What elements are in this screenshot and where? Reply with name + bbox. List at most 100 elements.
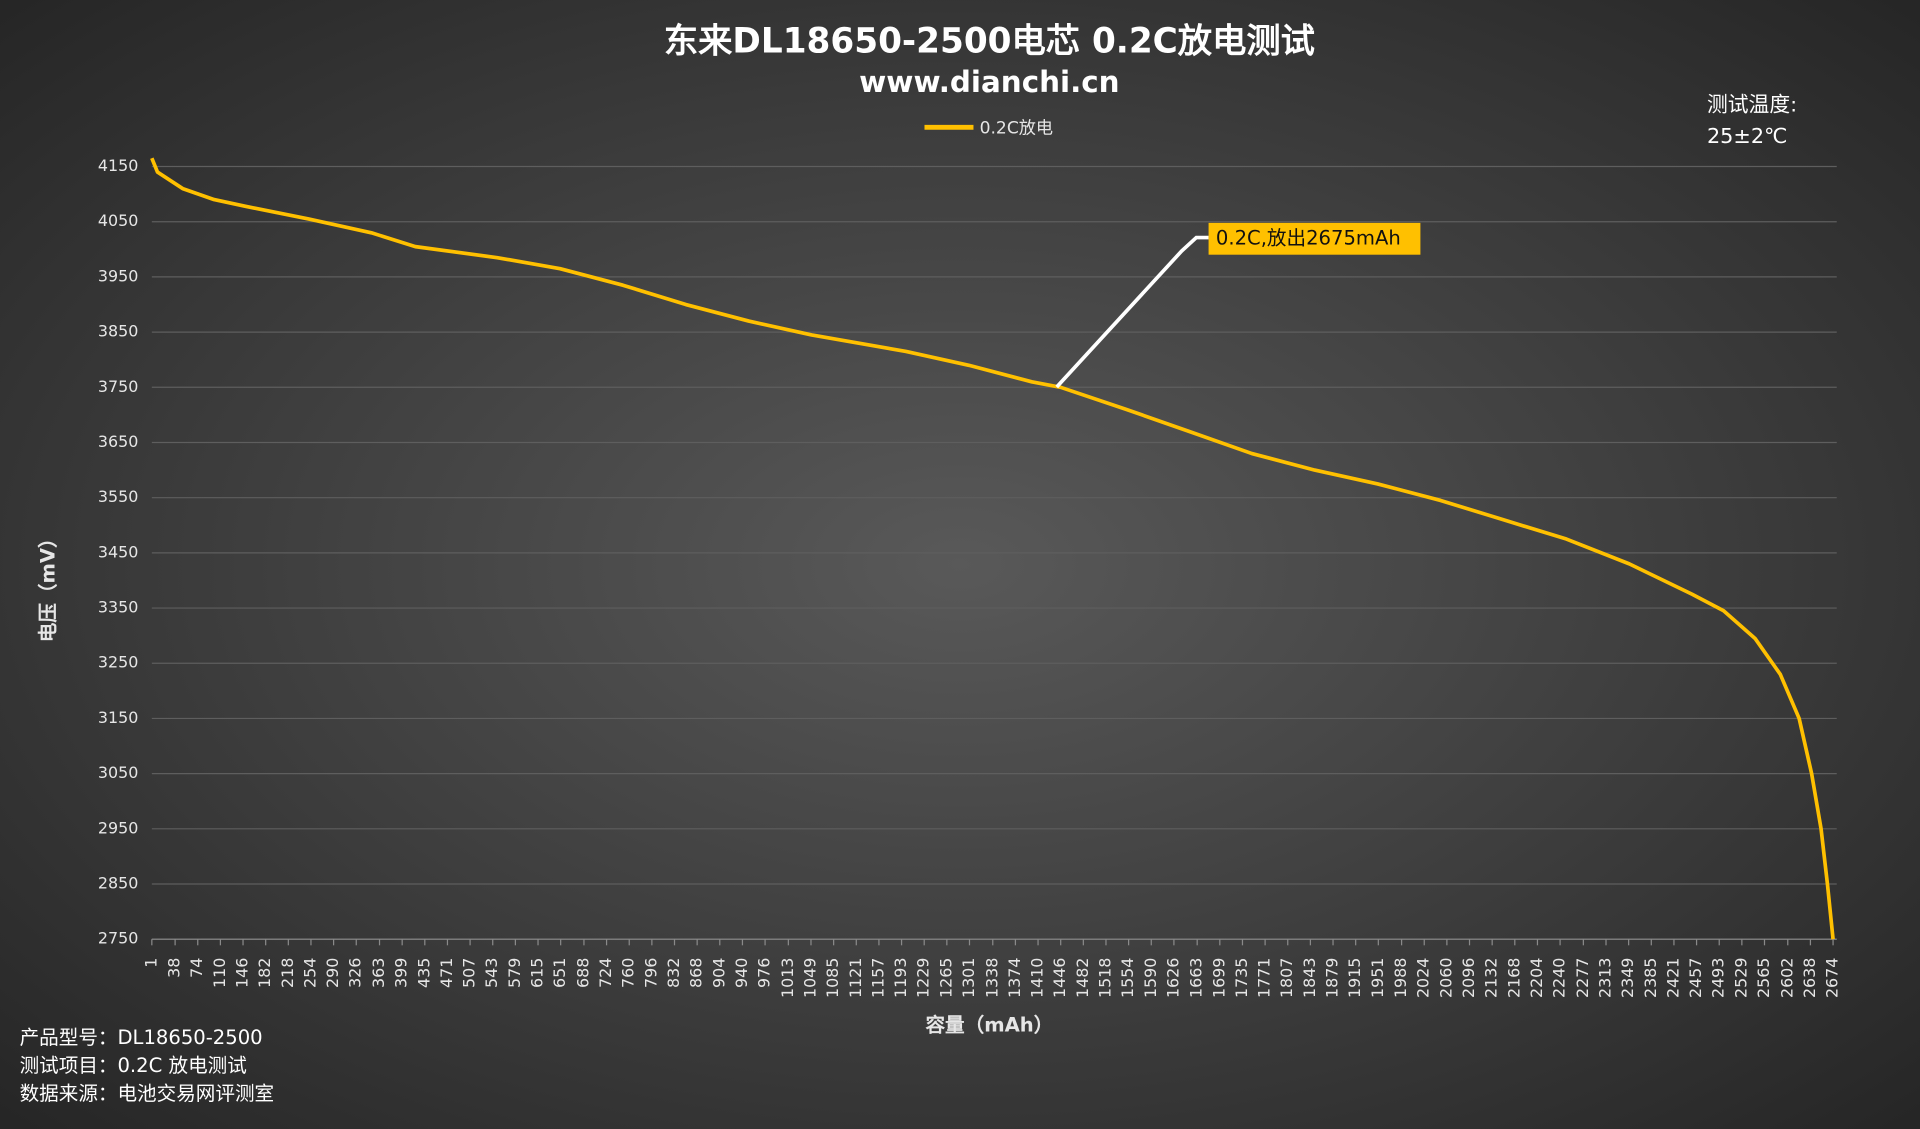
x-tick-label: 1771 bbox=[1255, 958, 1274, 998]
y-tick-label: 3450 bbox=[98, 542, 138, 561]
x-tick-label: 615 bbox=[528, 958, 547, 988]
x-tick-label: 1843 bbox=[1300, 958, 1319, 998]
x-tick-label: 1410 bbox=[1028, 958, 1047, 998]
y-tick-label: 4150 bbox=[98, 156, 138, 175]
x-tick-label: 2132 bbox=[1482, 958, 1501, 998]
x-tick-label: 1626 bbox=[1163, 958, 1182, 998]
temperature-label: 测试温度: bbox=[1707, 92, 1797, 116]
y-tick-label: 2850 bbox=[98, 874, 138, 893]
x-tick-label: 543 bbox=[482, 958, 501, 988]
x-tick-label: 1 bbox=[141, 958, 160, 968]
x-tick-label: 146 bbox=[233, 958, 252, 988]
footer-note: 产品型号：DL18650-2500 bbox=[20, 1026, 263, 1049]
x-tick-label: 38 bbox=[165, 958, 184, 978]
y-tick-label: 3850 bbox=[98, 322, 138, 341]
x-tick-label: 2602 bbox=[1777, 958, 1796, 998]
y-tick-label: 4050 bbox=[98, 211, 138, 230]
x-tick-label: 2529 bbox=[1731, 958, 1750, 998]
x-tick-label: 2096 bbox=[1459, 958, 1478, 998]
x-tick-label: 1446 bbox=[1050, 958, 1069, 998]
x-tick-label: 1590 bbox=[1141, 958, 1160, 998]
y-tick-label: 3250 bbox=[98, 653, 138, 672]
x-tick-label: 2457 bbox=[1686, 958, 1705, 998]
x-tick-label: 1951 bbox=[1368, 958, 1387, 998]
x-tick-label: 832 bbox=[664, 958, 683, 988]
x-tick-label: 2674 bbox=[1823, 958, 1842, 998]
x-tick-label: 110 bbox=[210, 958, 229, 988]
y-tick-label: 3050 bbox=[98, 763, 138, 782]
y-tick-label: 2950 bbox=[98, 818, 138, 837]
x-tick-label: 688 bbox=[573, 958, 592, 988]
x-tick-label: 254 bbox=[300, 958, 319, 988]
x-tick-label: 2168 bbox=[1504, 958, 1523, 998]
chart-title: 东来DL18650-2500电芯 0.2C放电测试 bbox=[664, 21, 1315, 61]
x-tick-label: 796 bbox=[641, 958, 660, 988]
x-tick-label: 1049 bbox=[800, 958, 819, 998]
y-tick-label: 3650 bbox=[98, 432, 138, 451]
x-tick-label: 2204 bbox=[1527, 958, 1546, 998]
x-tick-label: 1085 bbox=[823, 958, 842, 998]
y-tick-label: 3550 bbox=[98, 487, 138, 506]
y-tick-label: 3950 bbox=[98, 266, 138, 285]
x-tick-label: 724 bbox=[596, 958, 615, 988]
data-line bbox=[150, 157, 1835, 940]
x-tick-label: 1013 bbox=[778, 958, 797, 998]
annotation-leader bbox=[1055, 235, 1209, 389]
x-axis-label: 容量（mAh） bbox=[925, 1014, 1053, 1037]
x-tick-label: 218 bbox=[278, 958, 297, 988]
legend-label: 0.2C放电 bbox=[980, 119, 1053, 139]
x-tick-label: 940 bbox=[732, 958, 751, 988]
x-tick-label: 2024 bbox=[1414, 958, 1433, 998]
x-tick-label: 1807 bbox=[1277, 958, 1296, 998]
annotation-text: 0.2C,放出2675mAh bbox=[1216, 226, 1401, 249]
x-tick-label: 1915 bbox=[1345, 958, 1364, 998]
x-tick-label: 1482 bbox=[1073, 958, 1092, 998]
x-tick-label: 868 bbox=[687, 958, 706, 988]
x-tick-label: 435 bbox=[414, 958, 433, 988]
x-tick-label: 1554 bbox=[1118, 958, 1137, 998]
annotation-box bbox=[1208, 222, 1421, 255]
x-tick-label: 1374 bbox=[1005, 958, 1024, 998]
x-tick-label: 1157 bbox=[868, 958, 887, 998]
x-tick-label: 2277 bbox=[1573, 958, 1592, 998]
x-tick-label: 363 bbox=[369, 958, 388, 988]
x-tick-label: 1229 bbox=[914, 958, 933, 998]
x-tick-label: 1265 bbox=[936, 958, 955, 998]
x-tick-label: 1879 bbox=[1323, 958, 1342, 998]
x-tick-label: 2385 bbox=[1641, 958, 1660, 998]
x-tick-label: 471 bbox=[437, 958, 456, 988]
x-tick-label: 1301 bbox=[959, 958, 978, 998]
x-tick-label: 2313 bbox=[1596, 958, 1615, 998]
x-tick-label: 2493 bbox=[1709, 958, 1728, 998]
x-tick-label: 1663 bbox=[1187, 958, 1206, 998]
x-tick-label: 651 bbox=[550, 958, 569, 988]
footer-note: 测试项目：0.2C 放电测试 bbox=[20, 1054, 247, 1077]
y-tick-label: 2750 bbox=[98, 929, 138, 948]
y-tick-label: 3350 bbox=[98, 598, 138, 617]
x-tick-label: 2349 bbox=[1618, 958, 1637, 998]
x-tick-label: 1121 bbox=[846, 958, 865, 998]
x-tick-label: 507 bbox=[460, 958, 479, 988]
x-tick-label: 74 bbox=[187, 958, 206, 978]
x-tick-label: 2565 bbox=[1754, 958, 1773, 998]
x-tick-label: 326 bbox=[346, 958, 365, 988]
x-tick-label: 1193 bbox=[891, 958, 910, 998]
footer-note: 数据来源：电池交易网评测室 bbox=[20, 1082, 275, 1105]
x-tick-label: 182 bbox=[255, 958, 274, 988]
x-tick-label: 579 bbox=[505, 958, 524, 988]
y-tick-label: 3150 bbox=[98, 708, 138, 727]
x-tick-label: 904 bbox=[709, 958, 728, 988]
y-axis-label: 电压（mV） bbox=[36, 528, 59, 642]
x-tick-label: 2060 bbox=[1436, 958, 1455, 998]
x-tick-label: 1699 bbox=[1209, 958, 1228, 998]
x-tick-label: 760 bbox=[619, 958, 638, 988]
x-tick-label: 976 bbox=[755, 958, 774, 988]
x-tick-label: 1518 bbox=[1095, 958, 1114, 998]
temperature-value: 25±2℃ bbox=[1707, 124, 1787, 148]
x-tick-label: 290 bbox=[323, 958, 342, 988]
x-tick-label: 2421 bbox=[1663, 958, 1682, 998]
x-tick-label: 1735 bbox=[1232, 958, 1251, 998]
